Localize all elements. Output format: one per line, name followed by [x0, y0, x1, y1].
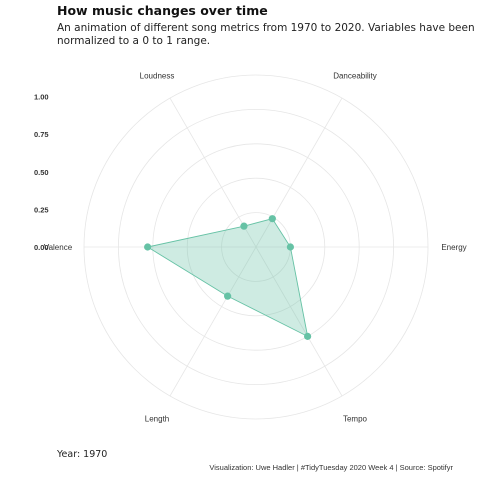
radial-tick-labels: 0.000.250.500.751.00	[34, 93, 49, 253]
axis-label-energy: Energy	[441, 243, 466, 252]
axis-label-loudness: Loudness	[140, 72, 175, 81]
axis-label-valence: Valence	[44, 243, 73, 252]
caption: Visualization: Uwe Hadler | #TidyTuesday…	[209, 463, 453, 472]
year-label: Year: 1970	[57, 449, 107, 460]
r-tick-label: 0.75	[34, 130, 49, 139]
data-point-length	[224, 293, 231, 300]
data-point-loudness	[240, 223, 247, 230]
axis-label-tempo: Tempo	[343, 414, 368, 423]
data-point-valence	[144, 243, 151, 250]
axis-label-danceability: Danceability	[333, 72, 377, 81]
axis-label-length: Length	[145, 414, 169, 423]
r-tick-label: 0.25	[34, 205, 49, 214]
data-point-danceability	[269, 215, 276, 222]
data-point-tempo	[304, 333, 311, 340]
data-layer	[144, 215, 311, 340]
data-point-energy	[287, 243, 294, 250]
r-tick-label: 1.00	[34, 93, 49, 102]
data-polygon	[148, 219, 308, 337]
r-tick-label: 0.50	[34, 168, 49, 177]
